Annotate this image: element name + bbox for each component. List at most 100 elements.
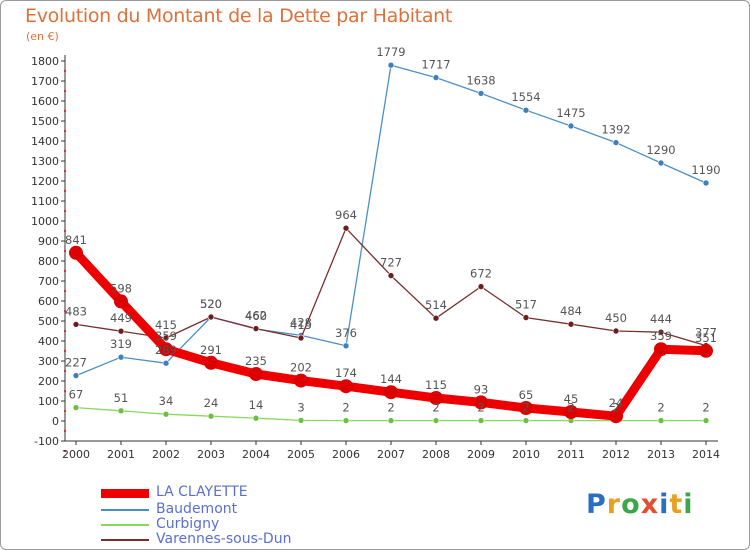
legend-swatch xyxy=(101,489,149,498)
logo-letter: r xyxy=(606,489,622,520)
data-label: 1779 xyxy=(376,45,405,59)
y-minor-tick xyxy=(64,230,66,232)
data-point xyxy=(297,334,305,342)
data-label: 144 xyxy=(380,372,402,386)
legend-label: Baudemont xyxy=(156,501,238,517)
logo-letter: i xyxy=(659,489,670,520)
data-point xyxy=(387,417,395,424)
data-label: 65 xyxy=(519,388,534,402)
y-minor-tick xyxy=(64,350,66,352)
data-label: 377 xyxy=(695,326,717,340)
data-point xyxy=(252,414,260,422)
proxiti-logo: Proxiti xyxy=(586,489,694,520)
unit-label: (en €) xyxy=(26,30,59,43)
data-label: 2 xyxy=(657,401,664,415)
data-label: 359 xyxy=(650,329,672,343)
y-tick-label: 1400 xyxy=(31,135,59,148)
data-label: 1190 xyxy=(691,163,720,177)
data-point xyxy=(522,417,530,424)
y-minor-tick xyxy=(64,190,66,192)
y-minor-tick xyxy=(64,290,66,292)
data-point xyxy=(612,327,620,335)
y-tick-label: 700 xyxy=(38,275,59,288)
data-point xyxy=(72,404,80,411)
data-label: 462 xyxy=(245,309,267,323)
data-label: 2 xyxy=(522,401,529,415)
data-point xyxy=(384,385,398,400)
data-label: 1290 xyxy=(646,143,675,157)
data-label: 2 xyxy=(432,401,439,415)
y-minor-tick xyxy=(64,250,66,252)
data-label: 24 xyxy=(609,396,624,410)
y-minor-tick xyxy=(64,90,66,92)
y-tick-label: 1200 xyxy=(31,175,59,188)
data-label: 359 xyxy=(155,329,177,343)
data-label: 24 xyxy=(204,396,219,410)
data-label: 202 xyxy=(290,361,312,375)
data-point xyxy=(207,412,215,420)
y-tick-label: 900 xyxy=(38,235,59,248)
data-point xyxy=(204,355,218,370)
data-point xyxy=(339,379,353,394)
data-label: 727 xyxy=(380,256,402,270)
data-point xyxy=(519,401,533,415)
data-point xyxy=(69,245,83,260)
y-minor-tick xyxy=(64,130,66,132)
data-label: 672 xyxy=(470,267,492,281)
y-tick-label: 0 xyxy=(52,415,59,428)
logo-letter: x xyxy=(640,489,660,520)
x-tick-label: 2009 xyxy=(467,448,495,461)
x-tick-label: 2013 xyxy=(647,448,675,461)
x-tick-label: 2006 xyxy=(332,448,360,461)
y-tick-label: 1000 xyxy=(31,215,59,228)
data-point xyxy=(159,342,173,357)
data-point xyxy=(564,405,578,419)
data-label: 3 xyxy=(297,400,304,414)
y-tick-label: -100 xyxy=(34,435,59,448)
legend-label: LA CLAYETTE xyxy=(156,484,248,500)
data-label: 1554 xyxy=(511,90,540,104)
data-label: 2 xyxy=(387,401,394,415)
y-minor-tick xyxy=(64,150,66,152)
data-point xyxy=(117,327,125,335)
data-point xyxy=(342,224,350,232)
data-point xyxy=(342,342,350,350)
data-label: 227 xyxy=(65,356,87,370)
data-point xyxy=(477,417,485,424)
logo-letter: o xyxy=(621,489,641,520)
data-label: 449 xyxy=(110,311,132,325)
y-minor-tick xyxy=(64,450,66,452)
data-label: 289 xyxy=(155,343,177,357)
data-point xyxy=(477,90,485,97)
legend-label: Varennes-sous-Dun xyxy=(156,531,292,547)
data-label: 598 xyxy=(110,281,132,295)
data-point xyxy=(432,74,440,81)
line-chart: -100 0 100 200 300 400 500 600 700 800 900 1000 1100… xyxy=(31,45,721,461)
y-tick-label: 100 xyxy=(38,395,59,408)
y-minor-tick xyxy=(64,390,66,392)
y-tick-label: 800 xyxy=(38,255,59,268)
data-label: 235 xyxy=(245,354,267,368)
x-tick-label: 2014 xyxy=(692,448,720,461)
data-label: 1638 xyxy=(466,73,495,87)
y-tick-label: 500 xyxy=(38,315,59,328)
data-point xyxy=(114,294,128,309)
data-point xyxy=(522,106,530,114)
y-tick-label: 600 xyxy=(38,295,59,308)
data-label: 484 xyxy=(560,304,582,318)
data-point xyxy=(387,272,395,279)
data-label: 520 xyxy=(200,297,222,311)
x-tick-label: 2002 xyxy=(152,448,180,461)
data-label: 115 xyxy=(425,378,447,392)
logo-letter: P xyxy=(586,489,607,520)
x-tick-label: 2000 xyxy=(62,448,90,461)
data-label: 450 xyxy=(605,311,627,325)
data-label: 2 xyxy=(612,401,619,415)
data-label: 428 xyxy=(290,315,312,329)
data-label: 2 xyxy=(702,401,709,415)
data-point xyxy=(429,391,443,405)
data-label: 841 xyxy=(65,233,87,247)
y-tick-label: 1700 xyxy=(31,75,59,88)
data-point xyxy=(432,314,440,322)
data-point xyxy=(699,343,713,358)
